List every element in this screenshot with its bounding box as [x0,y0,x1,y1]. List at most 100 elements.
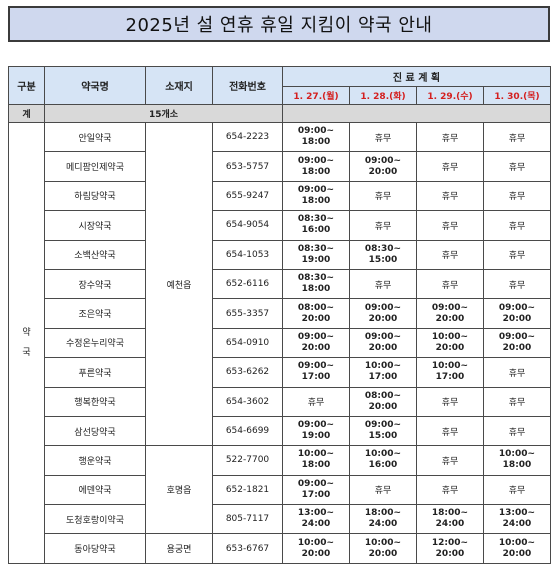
schedule-hours: 09:00~ 20:00 [282,327,350,359]
schedule-closed: 휴무 [416,386,484,417]
schedule-closed: 휴무 [483,121,551,153]
schedule-closed: 휴무 [416,415,484,447]
schedule-closed: 휴무 [282,386,350,417]
header-date-3: 1. 29.(수) [416,86,484,105]
location-cell: 예천읍 [145,121,213,447]
total-blank [282,104,551,123]
table-row: 도청호랑이약국 805-7117 13:00~ 24:00 18:00~ 24:00 1… [9,504,551,535]
header-date-1: 1. 27.(월) [282,86,350,105]
schedule-closed: 휴무 [349,210,417,241]
schedule-hours: 09:00~ 18:00 [282,180,350,212]
table-row: 약 국 안일약국 예천읍 654-2223 09:00~ 18:00 휴무 휴무 휴무 [8,121,551,564]
schedule-hours: 10:00~ 20:00 [349,533,417,564]
phone-number: 654-3602 [212,386,283,417]
schedule-hours: 10:00~ 16:00 [349,445,417,476]
header-name: 약국명 [44,66,146,105]
schedule-closed: 휴무 [416,268,484,300]
pharmacy-name: 안일약국 [44,121,146,153]
table-row: 하림당약국 655-9247 09:00~ 18:00 휴무 휴무 휴무 [9,180,551,212]
phone-number: 805-7117 [212,504,283,535]
schedule-closed: 휴무 [483,268,551,300]
schedule-hours: 10:00~ 18:00 [282,445,350,476]
schedule-hours: 09:00~ 17:00 [282,474,350,506]
header-schedule: 진 료 계 획 [282,66,551,87]
table-row: 수정온누리약국 654-0910 09:00~ 20:00 09:00~ 20:00 1… [9,327,551,359]
table-row: 행복한약국 654-3602 휴무 08:00~ 20:00 휴무 휴무 [9,386,551,417]
phone-number: 653-6262 [212,357,283,388]
schedule-closed: 휴무 [349,268,417,300]
schedule-closed: 휴무 [416,210,484,241]
schedule-hours: 12:00~ 20:00 [416,533,484,564]
location-cell: 용궁면 [145,533,213,564]
phone-number: 654-9054 [212,210,283,241]
pharmacy-name: 동아당약국 [44,533,146,564]
schedule-hours: 09:00~ 20:00 [416,298,484,329]
total-count: 15개소 [44,104,283,123]
schedule-hours: 13:00~ 24:00 [483,504,551,535]
schedule-hours: 08:30~ 16:00 [282,210,350,241]
table-row: 장수약국 652-6116 08:30~ 18:00 휴무 휴무 휴무 [9,268,551,300]
schedule-hours: 09:00~ 20:00 [349,327,417,359]
pharmacy-name: 삼선당약국 [44,415,146,447]
schedule-hours: 09:00~ 20:00 [483,327,551,359]
pharmacy-name: 행운약국 [44,445,146,476]
table-row: 동아당약국 용궁면 653-6767 10:00~ 20:00 10:00~ 20:00… [9,533,551,564]
schedule-hours: 08:30~ 18:00 [282,268,350,300]
pharmacy-name: 행복한약국 [44,386,146,417]
schedule-hours: 10:00~ 20:00 [416,327,484,359]
phone-number: 653-5757 [212,151,283,182]
phone-number: 654-6699 [212,415,283,447]
schedule-hours: 18:00~ 24:00 [416,504,484,535]
schedule-closed: 휴무 [416,239,484,270]
schedule-hours: 08:00~ 20:00 [282,298,350,329]
table-row: 행운약국 호명읍 522-7700 10:00~ 18:00 10:00~ 16:00 휴… [9,445,551,535]
phone-number: 654-1053 [212,239,283,270]
schedule-hours: 10:00~ 17:00 [349,357,417,388]
table-row: 소백산약국 654-1053 08:30~ 19:00 08:30~ 15:00 휴무 휴… [9,239,551,270]
phone-number: 652-1821 [212,474,283,506]
phone-number: 522-7700 [212,445,283,476]
pharmacy-name: 장수약국 [44,268,146,300]
schedule-closed: 휴무 [349,474,417,506]
header-phone: 전화번호 [212,66,283,105]
schedule-closed: 휴무 [483,239,551,270]
schedule-closed: 휴무 [483,357,551,388]
table-row: 삼선당약국 654-6699 09:00~ 19:00 09:00~ 15:00 휴무 휴… [9,415,551,447]
schedule-hours: 10:00~ 20:00 [483,533,551,564]
pharmacy-name: 메디팜인제약국 [44,151,146,182]
schedule-hours: 10:00~ 18:00 [483,445,551,476]
pharmacy-name: 도청호랑이약국 [44,504,146,535]
schedule-hours: 09:00~ 15:00 [349,415,417,447]
schedule-hours: 10:00~ 20:00 [282,533,350,564]
header-location: 소재지 [145,66,213,105]
schedule-hours: 09:00~ 17:00 [282,357,350,388]
schedule-closed: 휴무 [416,474,484,506]
phone-number: 653-6767 [212,533,283,564]
pharmacy-name: 소백산약국 [44,239,146,270]
schedule-hours: 08:30~ 15:00 [349,239,417,270]
table-row: 조은약국 655-3357 08:00~ 20:00 09:00~ 20:00 09:0… [9,298,551,329]
pharmacy-name: 조은약국 [44,298,146,329]
schedule-closed: 휴무 [416,445,484,476]
schedule-hours: 08:30~ 19:00 [282,239,350,270]
schedule-hours: 09:00~ 20:00 [483,298,551,329]
pharmacy-name: 푸른약국 [44,357,146,388]
phone-number: 654-0910 [212,327,283,359]
schedule-closed: 휴무 [483,180,551,212]
schedule-closed: 휴무 [483,151,551,182]
schedule-hours: 08:00~ 20:00 [349,386,417,417]
schedule-closed: 휴무 [349,180,417,212]
category-cell: 약 국 [8,122,45,564]
schedule-hours: 09:00~ 20:00 [349,151,417,182]
schedule-closed: 휴무 [483,474,551,506]
phone-number: 654-2223 [212,121,283,153]
header-date-4: 1. 30.(목) [483,86,551,105]
schedule-closed: 휴무 [483,415,551,447]
schedule-closed: 휴무 [416,121,484,153]
schedule-closed: 휴무 [416,180,484,212]
table-row: 메디팜인제약국 653-5757 09:00~ 18:00 09:00~ 20:00 휴… [9,151,551,182]
schedule-closed: 휴무 [416,151,484,182]
schedule-hours: 09:00~ 20:00 [349,298,417,329]
pharmacy-name: 시장약국 [44,210,146,241]
phone-number: 655-3357 [212,298,283,329]
